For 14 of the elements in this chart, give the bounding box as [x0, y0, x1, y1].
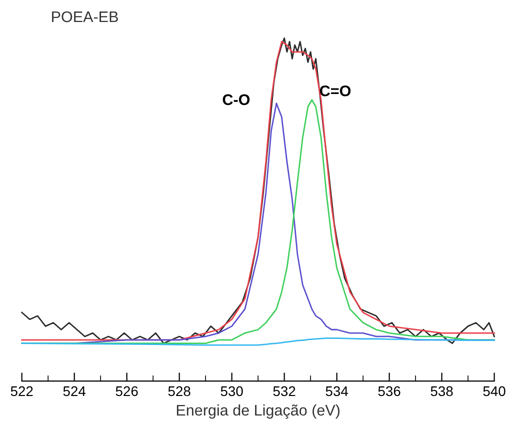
- x-tick-label: 532: [273, 386, 296, 396]
- x-tick-label: 538: [430, 386, 453, 396]
- x-tick-label: 534: [326, 386, 348, 396]
- x-tick-label: 540: [483, 386, 506, 396]
- x-tick-label: 530: [220, 386, 243, 396]
- annotation: C=O: [320, 85, 351, 96]
- chart-title: POEA-EB: [52, 11, 118, 22]
- x-tick-label: 524: [63, 386, 86, 396]
- x-tick-label: 528: [168, 386, 190, 396]
- annotation: C-O: [222, 94, 250, 106]
- x-tick-label: 526: [116, 386, 138, 396]
- x-tick-label: 536: [378, 386, 400, 396]
- x-tick-label: 522: [10, 386, 33, 396]
- x-axis-title: Energia de Ligação (eV): [176, 404, 340, 419]
